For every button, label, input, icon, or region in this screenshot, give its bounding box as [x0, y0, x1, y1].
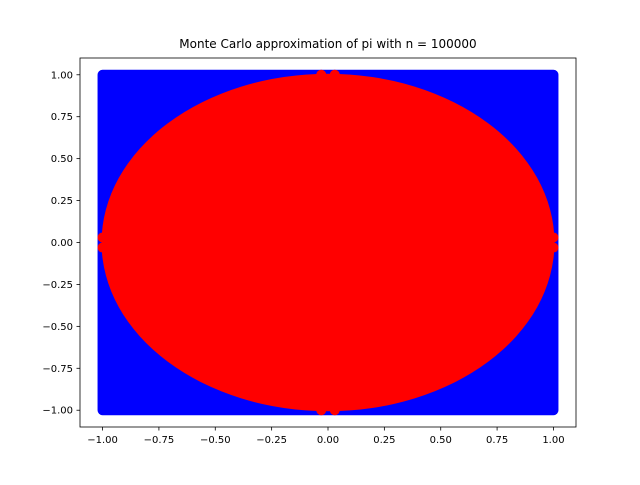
x-axis-ticks: −1.00 −0.75 −0.50 −0.25 0.00 0.25 0.50 0.75 1.00	[87, 427, 565, 446]
chart-title: Monte Carlo approximation of pi with n =…	[179, 37, 476, 51]
x-tick-label: 1.00	[542, 435, 564, 446]
y-tick-label: −1.00	[42, 406, 73, 417]
x-tick-label: 0.25	[373, 435, 395, 446]
y-tick-label: −0.50	[42, 322, 73, 333]
y-tick-label: 0.00	[51, 238, 73, 249]
edge-point	[97, 242, 108, 253]
y-axis-ticks: −1.00 −0.75 −0.50 −0.25 0.00 0.25 0.50 0.75 1.00	[42, 70, 80, 417]
edge-point	[548, 242, 559, 253]
y-tick-label: −0.75	[42, 364, 73, 375]
series-inside-points	[101, 73, 555, 412]
edge-point	[97, 232, 108, 243]
y-tick-label: 0.50	[51, 154, 73, 165]
x-tick-label: −0.50	[200, 435, 231, 446]
x-tick-label: −1.00	[87, 435, 118, 446]
edge-point	[316, 405, 327, 416]
x-tick-label: 0.50	[430, 435, 452, 446]
edge-point	[329, 405, 340, 416]
y-tick-label: −0.25	[42, 280, 73, 291]
x-tick-label: 0.75	[486, 435, 508, 446]
edge-point	[329, 69, 340, 80]
y-tick-label: 0.25	[51, 196, 73, 207]
edge-point	[316, 69, 327, 80]
plot-area	[97, 69, 559, 416]
x-tick-label: −0.25	[256, 435, 287, 446]
edge-point	[548, 232, 559, 243]
y-tick-label: 0.75	[51, 112, 73, 123]
x-tick-label: −0.75	[144, 435, 175, 446]
x-tick-label: 0.00	[317, 435, 339, 446]
y-tick-label: 1.00	[51, 70, 73, 81]
